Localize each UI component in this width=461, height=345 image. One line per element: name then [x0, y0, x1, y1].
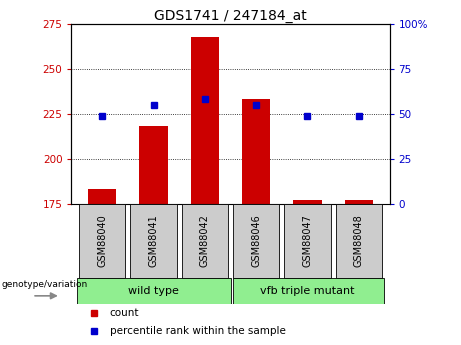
Text: wild type: wild type [128, 286, 179, 296]
Text: GSM88047: GSM88047 [302, 214, 313, 267]
Text: GSM88048: GSM88048 [354, 214, 364, 267]
Text: genotype/variation: genotype/variation [1, 280, 88, 289]
FancyBboxPatch shape [336, 204, 382, 278]
Bar [88, 189, 116, 204]
FancyBboxPatch shape [130, 204, 177, 278]
Text: vfb triple mutant: vfb triple mutant [260, 286, 355, 296]
Title: GDS1741 / 247184_at: GDS1741 / 247184_at [154, 9, 307, 23]
Bar [293, 200, 322, 204]
Bar [242, 99, 270, 204]
Text: percentile rank within the sample: percentile rank within the sample [110, 326, 285, 335]
FancyBboxPatch shape [182, 204, 228, 278]
FancyBboxPatch shape [284, 204, 331, 278]
FancyBboxPatch shape [77, 278, 230, 304]
Bar [191, 37, 219, 204]
Bar [345, 200, 373, 204]
Text: GSM88046: GSM88046 [251, 214, 261, 267]
Text: count: count [110, 308, 139, 318]
Text: GSM88041: GSM88041 [148, 214, 159, 267]
Text: GSM88040: GSM88040 [97, 214, 107, 267]
FancyBboxPatch shape [79, 204, 125, 278]
FancyBboxPatch shape [233, 204, 279, 278]
Bar [139, 126, 168, 204]
Text: GSM88042: GSM88042 [200, 214, 210, 267]
FancyBboxPatch shape [233, 278, 384, 304]
